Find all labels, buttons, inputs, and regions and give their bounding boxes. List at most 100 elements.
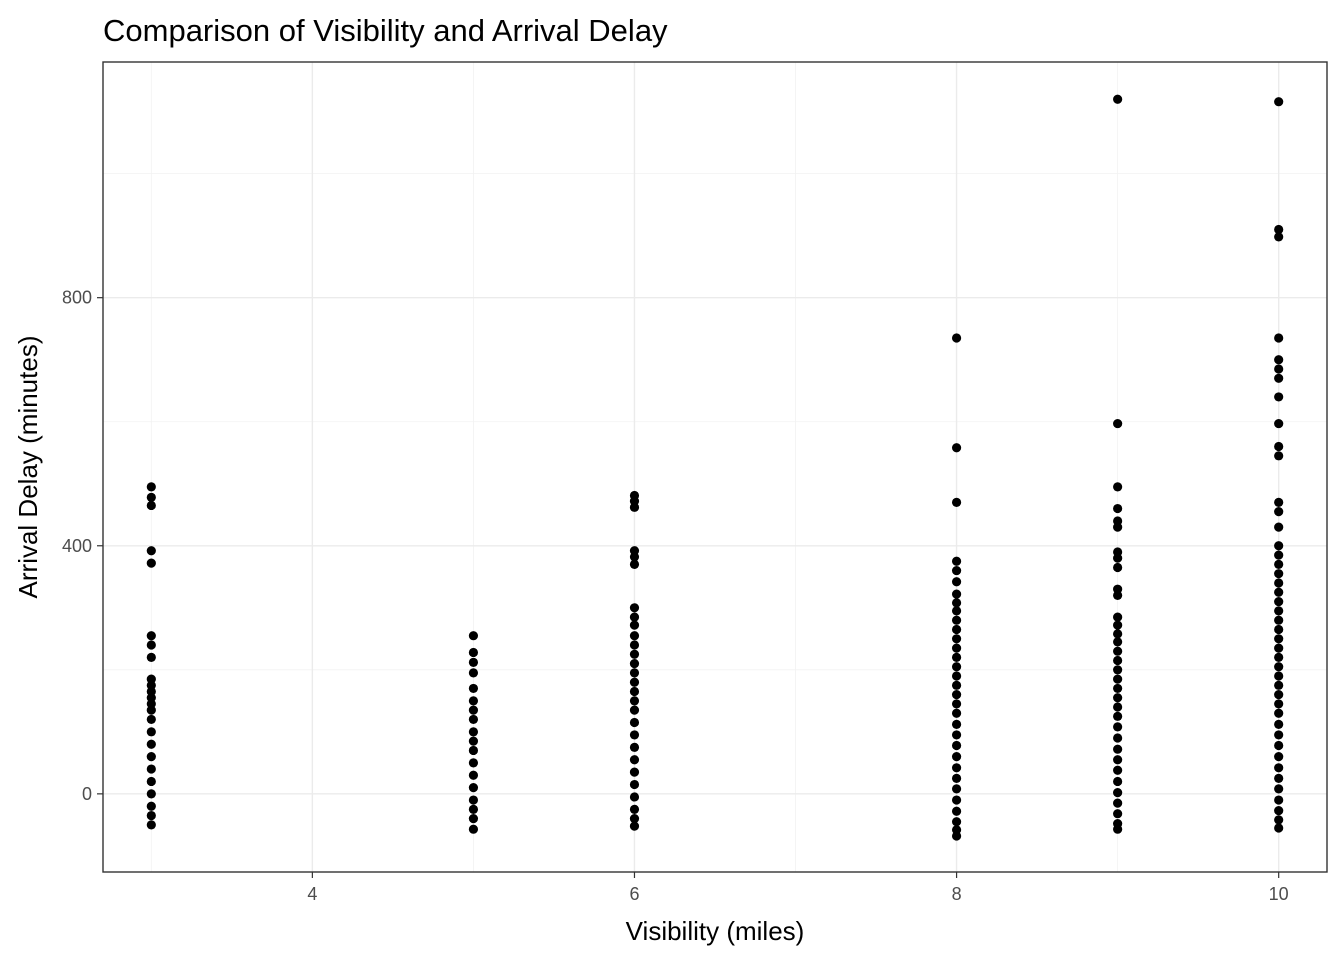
data-point <box>951 671 962 681</box>
data-point <box>951 589 962 599</box>
data-point <box>951 831 962 841</box>
data-point <box>1113 798 1123 808</box>
data-point <box>468 804 479 814</box>
data-point <box>1274 773 1284 783</box>
data-point <box>468 647 479 658</box>
data-point <box>951 598 962 608</box>
data-point <box>1274 569 1284 579</box>
plot-panel-border <box>102 61 1328 873</box>
data-point <box>1274 719 1284 729</box>
data-point <box>1274 634 1284 644</box>
data-point <box>1113 788 1123 798</box>
data-point <box>1274 615 1284 625</box>
data-point <box>1274 559 1284 569</box>
x-tick-label: 4 <box>307 884 317 904</box>
data-point <box>629 677 640 687</box>
data-point <box>468 714 479 725</box>
data-point <box>629 742 640 752</box>
data-point <box>629 814 640 824</box>
data-point <box>1274 364 1284 374</box>
data-point <box>1113 418 1123 429</box>
y-tick-label: 400 <box>62 536 92 556</box>
data-point <box>1274 522 1284 532</box>
data-point <box>468 745 479 756</box>
data-point <box>1274 97 1284 107</box>
data-point <box>468 727 479 737</box>
data-point <box>1113 655 1123 666</box>
x-axis-title: Visibility (miles) <box>626 916 805 946</box>
data-point <box>146 558 156 568</box>
data-point <box>629 612 640 622</box>
data-point <box>1113 674 1123 684</box>
data-point <box>1274 497 1284 507</box>
data-point <box>1274 662 1284 672</box>
data-point <box>146 801 156 811</box>
data-point <box>1274 333 1284 343</box>
data-point <box>1274 578 1284 588</box>
data-point <box>146 764 156 774</box>
data-point <box>1274 355 1284 365</box>
data-point <box>468 657 479 667</box>
data-point <box>951 699 962 709</box>
data-point <box>146 820 156 830</box>
data-point <box>951 333 962 343</box>
data-point <box>1274 730 1284 740</box>
data-point <box>629 755 640 765</box>
data-point <box>468 783 479 793</box>
data-point <box>146 810 156 821</box>
data-point <box>1113 765 1123 775</box>
data-point <box>468 668 479 678</box>
data-point <box>468 705 479 715</box>
data-point <box>1113 744 1123 754</box>
y-axis-title: Arrival Delay (minutes) <box>13 336 43 599</box>
data-point <box>1274 541 1284 551</box>
data-point <box>951 719 962 729</box>
data-point <box>146 776 156 787</box>
data-point <box>951 615 962 625</box>
data-point <box>146 492 156 502</box>
data-point <box>146 739 156 749</box>
data-point <box>629 804 640 814</box>
data-point <box>468 631 479 641</box>
data-point <box>951 730 962 740</box>
data-point <box>951 577 962 587</box>
data-point <box>951 662 962 672</box>
data-point <box>1274 596 1284 607</box>
data-point <box>951 784 962 794</box>
data-point <box>1274 392 1284 402</box>
data-point <box>629 821 640 831</box>
chart-title: Comparison of Visibility and Arrival Del… <box>103 13 668 48</box>
data-point <box>1113 629 1123 639</box>
data-point <box>1113 665 1123 675</box>
data-point <box>951 634 962 644</box>
data-point <box>1274 550 1284 560</box>
data-point <box>629 730 640 740</box>
data-point <box>468 683 479 694</box>
data-point <box>951 806 962 816</box>
data-point <box>1113 809 1123 819</box>
data-point <box>951 624 962 635</box>
data-point <box>629 705 640 715</box>
data-point <box>1113 824 1123 834</box>
data-point <box>951 708 962 718</box>
data-point <box>1113 693 1123 703</box>
data-point <box>1274 815 1284 825</box>
data-point <box>468 814 479 824</box>
data-point <box>468 824 479 834</box>
data-point <box>629 668 640 678</box>
data-point <box>951 795 962 805</box>
data-point <box>1274 823 1284 833</box>
data-point <box>1113 590 1123 600</box>
data-point <box>951 752 962 762</box>
data-point <box>951 497 962 507</box>
data-point <box>1274 606 1284 616</box>
data-point <box>1274 441 1284 452</box>
data-point <box>629 603 640 613</box>
data-point <box>1274 740 1284 751</box>
data-point <box>629 640 640 650</box>
data-point <box>629 631 640 641</box>
data-point <box>629 659 640 669</box>
data-point <box>629 649 640 659</box>
data-point <box>146 652 156 663</box>
